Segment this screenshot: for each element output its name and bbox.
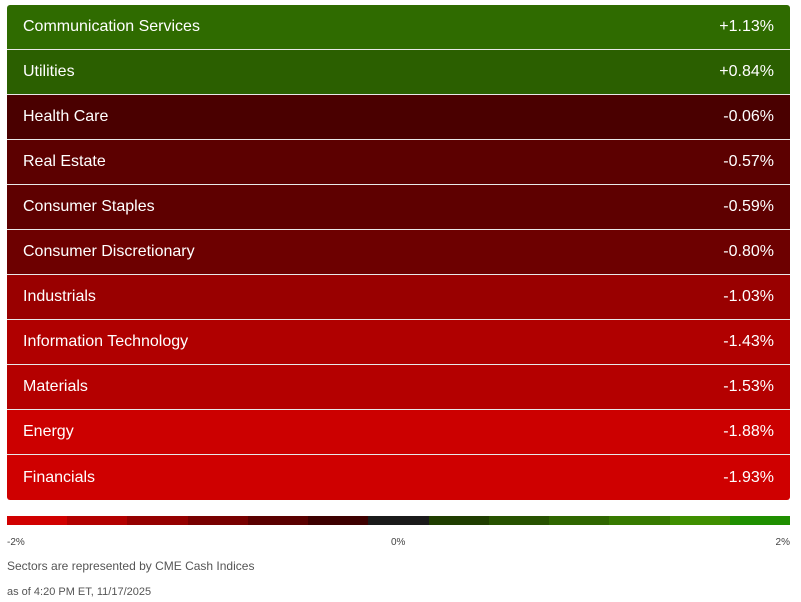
sector-name: Communication Services bbox=[23, 18, 200, 35]
scale-segment bbox=[187, 516, 248, 525]
sector-change: -1.88% bbox=[723, 423, 774, 440]
color-scale-labels: -2% 0% 2% bbox=[7, 537, 790, 549]
sector-row[interactable]: Consumer Staples -0.59% bbox=[7, 185, 790, 230]
scale-segment bbox=[308, 516, 369, 525]
color-scale-bar bbox=[7, 516, 791, 525]
scale-segment bbox=[729, 516, 791, 525]
sector-row[interactable]: Financials -1.93% bbox=[7, 455, 790, 500]
sector-change: +1.13% bbox=[719, 18, 774, 35]
sector-row[interactable]: Industrials -1.03% bbox=[7, 275, 790, 320]
sector-row[interactable]: Health Care -0.06% bbox=[7, 95, 790, 140]
scale-segment bbox=[488, 516, 550, 525]
scale-segment bbox=[67, 516, 128, 525]
scale-segment bbox=[368, 516, 429, 525]
sector-change: -1.43% bbox=[723, 333, 774, 350]
sector-performance-panel: Communication Services +1.13% Utilities +0.… bbox=[7, 5, 790, 500]
scale-max-label: 2% bbox=[775, 537, 790, 548]
sector-name: Information Technology bbox=[23, 333, 189, 350]
scale-segment bbox=[247, 516, 309, 525]
sector-change: -0.59% bbox=[723, 198, 774, 215]
sector-row[interactable]: Communication Services +1.13% bbox=[7, 5, 790, 50]
sector-row[interactable]: Energy -1.88% bbox=[7, 410, 790, 455]
sector-name: Financials bbox=[23, 468, 96, 486]
scale-segment bbox=[7, 516, 68, 525]
sector-name: Materials bbox=[23, 378, 88, 395]
sector-row[interactable]: Real Estate -0.57% bbox=[7, 140, 790, 185]
sector-change: -1.03% bbox=[723, 288, 774, 305]
scale-segment bbox=[609, 516, 670, 525]
sector-row[interactable]: Consumer Discretionary -0.80% bbox=[7, 230, 790, 275]
sector-name: Health Care bbox=[23, 108, 109, 125]
sector-name: Consumer Staples bbox=[23, 198, 155, 215]
scale-segment bbox=[428, 516, 489, 525]
as-of-timestamp: as of 4:20 PM ET, 11/17/2025 bbox=[7, 586, 152, 598]
sector-row[interactable]: Utilities +0.84% bbox=[7, 50, 790, 95]
scale-mid-label: 0% bbox=[391, 537, 406, 548]
sector-row[interactable]: Materials -1.53% bbox=[7, 365, 790, 410]
scale-segment bbox=[549, 516, 610, 525]
sector-change: -1.53% bbox=[723, 378, 774, 395]
source-note: Sectors are represented by CME Cash Indi… bbox=[7, 559, 255, 573]
sector-name: Consumer Discretionary bbox=[23, 243, 195, 260]
sector-change: -1.93% bbox=[723, 468, 774, 486]
sector-change: -0.57% bbox=[723, 153, 774, 170]
scale-segment bbox=[669, 516, 730, 525]
sector-name: Energy bbox=[23, 423, 74, 440]
sector-name: Utilities bbox=[23, 63, 75, 80]
sector-name: Real Estate bbox=[23, 153, 106, 170]
sector-change: -0.80% bbox=[723, 243, 774, 260]
sector-list: Communication Services +1.13% Utilities +0.… bbox=[7, 5, 790, 500]
sector-change: -0.06% bbox=[723, 108, 774, 125]
scale-segment bbox=[127, 516, 188, 525]
sector-change: +0.84% bbox=[719, 63, 774, 80]
scale-min-label: -2% bbox=[7, 537, 25, 548]
sector-row[interactable]: Information Technology -1.43% bbox=[7, 320, 790, 365]
sector-name: Industrials bbox=[23, 288, 96, 305]
